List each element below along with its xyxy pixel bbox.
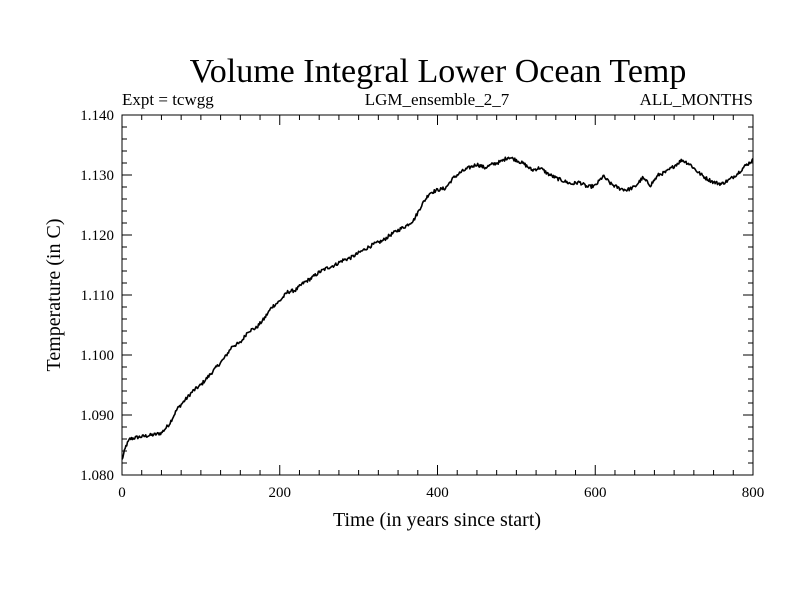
y-tick-label: 1.080 <box>80 468 114 484</box>
x-tick-label: 600 <box>584 485 607 501</box>
y-axis-label: Temperature (in C) <box>43 219 65 372</box>
y-tick-label: 1.110 <box>81 288 114 304</box>
x-axis-label: Time (in years since start) <box>333 509 541 531</box>
y-tick-label: 1.090 <box>80 408 114 424</box>
y-tick-label: 1.130 <box>80 168 114 184</box>
x-tick-label: 0 <box>118 485 126 501</box>
x-tick-label: 800 <box>742 485 765 501</box>
subtitle-experiment: Expt = tcwgg <box>122 90 214 109</box>
series-line-temperature <box>121 156 754 460</box>
plot-frame <box>121 114 754 476</box>
y-axis: 1.080 1.090 1.100 1.110 1.120 1.130 1.140 <box>80 108 753 484</box>
x-tick-label: 400 <box>426 485 449 501</box>
chart-title: Volume Integral Lower Ocean Temp <box>190 53 687 90</box>
subtitle-ensemble: LGM_ensemble_2_7 <box>365 90 510 109</box>
y-tick-label: 1.140 <box>80 108 114 124</box>
subtitle-months: ALL_MONTHS <box>640 90 753 109</box>
y-tick-label: 1.100 <box>80 348 114 364</box>
x-axis: 0 200 400 600 800 <box>118 115 764 501</box>
y-tick-label: 1.120 <box>80 228 114 244</box>
x-tick-label: 200 <box>269 485 292 501</box>
